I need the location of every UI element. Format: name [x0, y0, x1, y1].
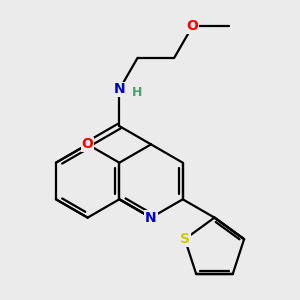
Text: H: H: [132, 86, 142, 100]
Text: O: O: [82, 137, 94, 152]
Text: O: O: [187, 19, 199, 33]
Text: S: S: [180, 232, 190, 246]
Text: N: N: [145, 211, 157, 225]
Text: N: N: [113, 82, 125, 97]
